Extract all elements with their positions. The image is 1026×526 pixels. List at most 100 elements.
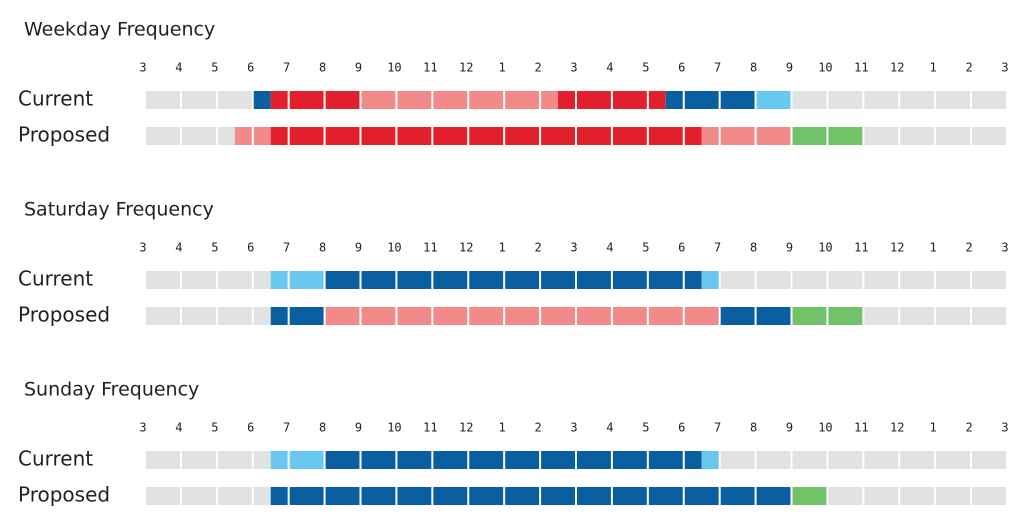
x-tick-label: 9 <box>786 241 793 255</box>
x-tick-label: 4 <box>175 241 182 255</box>
x-tick-label: 9 <box>355 241 362 255</box>
x-tick-label: 8 <box>750 61 757 75</box>
x-tick-label: 10 <box>818 241 832 255</box>
x-tick-label: 5 <box>211 241 218 255</box>
x-tick-label: 12 <box>890 61 904 75</box>
x-tick-label: 4 <box>606 61 613 75</box>
x-tick-label: 11 <box>423 61 437 75</box>
x-tick-label: 3 <box>570 61 577 75</box>
x-tick-label: 10 <box>818 421 832 435</box>
x-tick-label: 4 <box>175 421 182 435</box>
x-tick-label: 12 <box>890 421 904 435</box>
segment <box>701 451 720 469</box>
x-tick-label: 5 <box>642 241 649 255</box>
x-tick-label: 3 <box>570 241 577 255</box>
x-tick-label: 11 <box>854 421 868 435</box>
segment <box>827 487 1007 505</box>
panel-title: Saturday Frequency <box>24 199 214 221</box>
panel-title: Weekday Frequency <box>24 19 215 41</box>
x-tick-label: 7 <box>714 61 721 75</box>
x-tick-label: 5 <box>211 61 218 75</box>
x-tick-label: 2 <box>534 421 541 435</box>
x-tick-label: 11 <box>423 421 437 435</box>
x-tick-label: 8 <box>319 61 326 75</box>
x-tick-label: 7 <box>283 61 290 75</box>
x-tick-label: 9 <box>786 61 793 75</box>
x-tick-label: 6 <box>678 61 685 75</box>
x-tick-label: 1 <box>930 421 937 435</box>
x-tick-label: 8 <box>750 241 757 255</box>
segment <box>324 307 720 325</box>
segment <box>665 91 756 109</box>
segment <box>360 91 559 109</box>
x-tick-label: 5 <box>211 421 218 435</box>
x-tick-label: 7 <box>283 241 290 255</box>
segment <box>270 127 702 145</box>
row-label: Proposed <box>18 123 110 147</box>
segment <box>270 451 325 469</box>
x-tick-label: 2 <box>965 241 972 255</box>
x-tick-label: 12 <box>459 61 473 75</box>
x-tick-label: 5 <box>642 421 649 435</box>
x-tick-label: 1 <box>930 61 937 75</box>
x-tick-label: 2 <box>965 61 972 75</box>
segment <box>145 487 271 505</box>
x-tick-label: 1 <box>499 61 506 75</box>
x-tick-label: 3 <box>139 421 146 435</box>
segment <box>791 487 828 505</box>
segment <box>270 487 792 505</box>
segment <box>324 271 702 289</box>
segment <box>701 271 720 289</box>
segment <box>145 271 271 289</box>
x-tick-label: 5 <box>642 61 649 75</box>
x-tick-label: 2 <box>965 421 972 435</box>
segment <box>145 307 271 325</box>
row-label: Current <box>18 447 93 471</box>
segment <box>145 451 271 469</box>
segment <box>324 451 702 469</box>
x-tick-label: 2 <box>534 61 541 75</box>
segment <box>145 127 235 145</box>
x-tick-label: 2 <box>534 241 541 255</box>
x-tick-label: 4 <box>606 421 613 435</box>
x-tick-label: 1 <box>930 241 937 255</box>
x-tick-label: 3 <box>1001 421 1008 435</box>
x-tick-label: 10 <box>387 241 401 255</box>
x-tick-label: 11 <box>854 61 868 75</box>
row-label: Proposed <box>18 303 110 327</box>
segment <box>701 127 792 145</box>
segment <box>270 271 325 289</box>
x-tick-label: 3 <box>570 421 577 435</box>
x-tick-label: 7 <box>714 421 721 435</box>
x-tick-label: 12 <box>459 241 473 255</box>
x-tick-label: 10 <box>387 421 401 435</box>
x-tick-label: 9 <box>355 61 362 75</box>
segment <box>755 91 792 109</box>
x-tick-label: 8 <box>319 421 326 435</box>
row-label: Current <box>18 267 93 291</box>
segment <box>270 91 361 109</box>
x-tick-label: 9 <box>786 421 793 435</box>
x-tick-label: 6 <box>247 61 254 75</box>
x-tick-label: 12 <box>459 421 473 435</box>
segment <box>270 307 325 325</box>
row-label: Current <box>18 87 93 111</box>
x-tick-label: 11 <box>854 241 868 255</box>
segment <box>252 91 271 109</box>
x-tick-label: 7 <box>714 241 721 255</box>
x-tick-label: 10 <box>387 61 401 75</box>
x-tick-label: 1 <box>499 241 506 255</box>
x-tick-label: 9 <box>355 421 362 435</box>
x-tick-label: 3 <box>1001 61 1008 75</box>
x-tick-label: 11 <box>423 241 437 255</box>
x-tick-label: 6 <box>678 421 685 435</box>
x-tick-label: 3 <box>139 61 146 75</box>
x-tick-label: 12 <box>890 241 904 255</box>
x-tick-label: 3 <box>1001 241 1008 255</box>
x-tick-label: 3 <box>139 241 146 255</box>
segment <box>145 91 253 109</box>
x-tick-label: 4 <box>175 61 182 75</box>
x-tick-label: 6 <box>247 421 254 435</box>
x-tick-label: 6 <box>247 241 254 255</box>
